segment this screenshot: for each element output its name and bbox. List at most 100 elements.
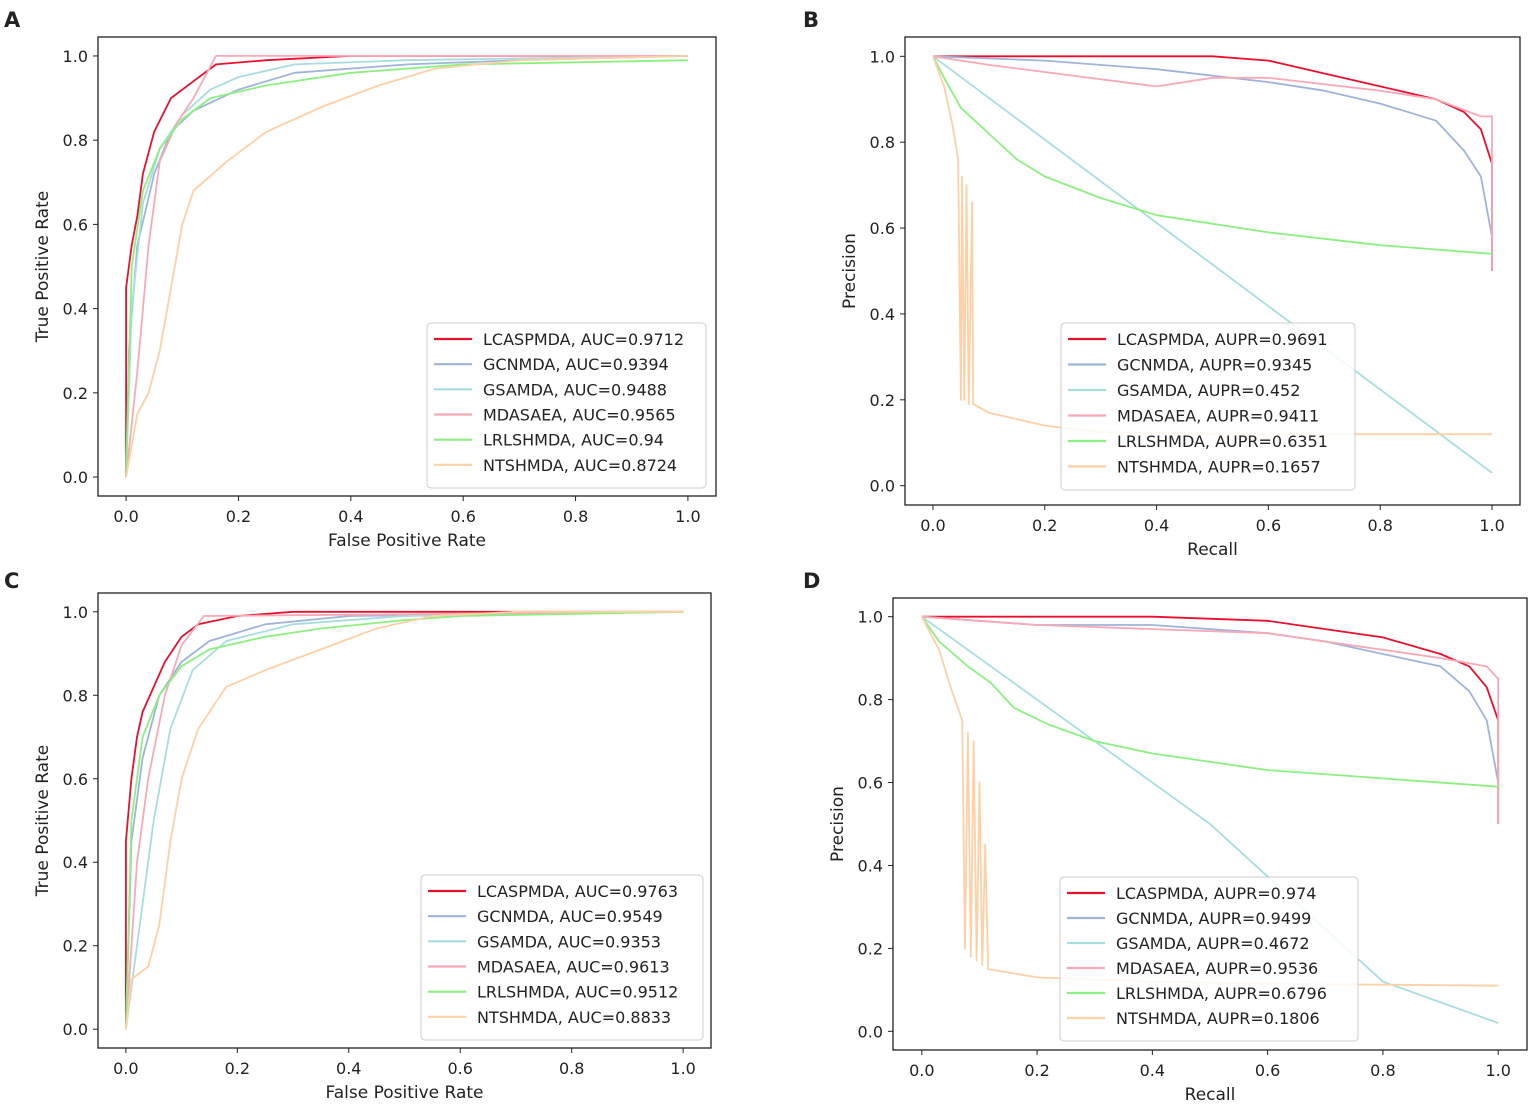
legend-entry-lrlshmda: LRLSHMDA, AUC=0.9512: [477, 983, 678, 1002]
panel-label: D: [803, 569, 820, 593]
x-tick-label: 0.8: [563, 507, 588, 526]
legend-box: [420, 874, 704, 1041]
legend-entry-gsamda: GSAMDA, AUPR=0.452: [1117, 381, 1300, 400]
x-axis-label: False Positive Rate: [326, 1083, 484, 1103]
panel-c: C 0.0 0.2 0.4 0.6 0.8 1.0 0.0 0.2 0.4 0.6 0.8 1.0 Fal…: [4, 569, 712, 1103]
y-axis-label: True Positive Rate: [33, 191, 53, 343]
y-tick-label: 0.6: [870, 219, 895, 238]
y-axis-label: Precision: [828, 786, 848, 862]
legend-entry-lcaspmda: LCASPMDA, AUC=0.9763: [477, 882, 678, 901]
legend-entry-ntshmda: NTSHMDA, AUPR=0.1657: [1117, 458, 1321, 477]
series-line-ntshmda: [125, 55, 688, 478]
series-line-lcaspmda: [125, 55, 688, 478]
legend-entry-mdasaea: MDASAEA, AUC=0.9565: [483, 406, 676, 425]
legend-box: [426, 322, 707, 489]
y-tick-label: 0.8: [63, 686, 88, 705]
legend: LCASPMDA, AUC=0.9712 GCNMDA, AUC=0.9394 GS…: [426, 322, 707, 489]
series-line-gcnmda: [932, 55, 1493, 237]
legend-entry-gsamda: GSAMDA, AUPR=0.4672: [1116, 934, 1310, 953]
series-line-lcaspmda: [933, 55, 1493, 271]
x-tick-label: 0.0: [909, 1061, 934, 1080]
y-tick-label: 0.0: [858, 1022, 883, 1041]
y-tick-label: 0.8: [858, 691, 883, 710]
y-tick-label: 0.8: [870, 133, 895, 152]
x-tick-label: 0.4: [1140, 1061, 1165, 1080]
x-tick-label: 0.0: [920, 516, 945, 535]
y-tick-label: 0.8: [63, 131, 88, 150]
y-axis-label: True Positive Rate: [33, 745, 53, 897]
legend-entry-lrlshmda: LRLSHMDA, AUC=0.94: [483, 431, 664, 450]
y-tick-label: 0.4: [63, 300, 88, 319]
x-tick-label: 1.0: [670, 1059, 695, 1078]
legend-entry-lrlshmda: LRLSHMDA, AUPR=0.6796: [1116, 984, 1327, 1003]
panel-b: B 0.0 0.2 0.4 0.6 0.8 1.0 0.0 0.2 0.4 0.6 0.8 1.0 Rec…: [803, 8, 1521, 560]
legend-entry-mdasaea: MDASAEA, AUPR=0.9411: [1117, 407, 1319, 426]
legend-box: [1060, 322, 1356, 491]
panel-label: A: [4, 8, 21, 32]
y-axis-label: Precision: [840, 233, 860, 309]
legend-entry-lcaspmda: LCASPMDA, AUC=0.9712: [483, 330, 684, 349]
y-tick-label: 0.6: [63, 215, 88, 234]
legend-entry-gcnmda: GCNMDA, AUPR=0.9499: [1116, 909, 1311, 928]
series-line-mdasaea: [932, 55, 1493, 271]
y-tick-label: 1.0: [63, 47, 88, 66]
series-line-gcnmda: [921, 615, 1500, 783]
axes-frame: [904, 36, 1521, 506]
y-tick-label: 0.0: [63, 1020, 88, 1039]
series-line-gsamda: [125, 610, 684, 1030]
axes-frame: [97, 36, 717, 497]
y-tick-label: 0.4: [870, 305, 895, 324]
series-line-gcnmda: [125, 610, 684, 1030]
x-axis-label: Recall: [1187, 540, 1238, 560]
x-tick-label: 0.4: [338, 507, 363, 526]
panel-a: A 0.0 0.2 0.4 0.6 0.8 1.0 0.0 0.2 0.4 0.6 0.8 1.0 Fal…: [4, 8, 717, 551]
panel-label: B: [803, 8, 819, 32]
legend-entry-mdasaea: MDASAEA, AUC=0.9613: [477, 958, 670, 977]
x-tick-label: 0.2: [225, 1059, 250, 1078]
panel-label: C: [4, 569, 19, 593]
y-tick-label: 0.2: [858, 939, 883, 958]
legend-entry-gsamda: GSAMDA, AUC=0.9353: [477, 932, 661, 951]
x-tick-label: 0.2: [226, 507, 251, 526]
legend: LCASPMDA, AUPR=0.9691 GCNMDA, AUPR=0.9345…: [1060, 322, 1356, 491]
x-tick-label: 0.6: [448, 1059, 473, 1078]
y-tick-label: 0.2: [870, 391, 895, 410]
series-line-lcaspmda: [921, 615, 1500, 824]
legend-entry-ntshmda: NTSHMDA, AUC=0.8833: [477, 1008, 671, 1027]
series-line-ntshmda: [125, 610, 684, 1030]
legend-entry-gsamda: GSAMDA, AUC=0.9488: [483, 380, 667, 399]
legend: LCASPMDA, AUC=0.9763 GCNMDA, AUC=0.9549 GS…: [420, 874, 704, 1041]
x-tick-label: 1.0: [1485, 1061, 1510, 1080]
x-tick-label: 0.4: [336, 1059, 361, 1078]
x-tick-label: 0.6: [1255, 1061, 1280, 1080]
series-line-lrlshmda: [932, 55, 1493, 255]
y-tick-label: 0.6: [858, 774, 883, 793]
legend-entry-lrlshmda: LRLSHMDA, AUPR=0.6351: [1117, 432, 1328, 451]
axes-frame: [97, 592, 712, 1049]
x-tick-label: 0.6: [450, 507, 475, 526]
legend-box: [1059, 876, 1359, 1042]
panel-d: D 0.0 0.2 0.4 0.6 0.8 1.0 0.0 0.2 0.4 0.6 0.8 1.0 Rec…: [803, 569, 1528, 1105]
y-tick-label: 0.0: [870, 477, 895, 496]
axes-frame: [892, 597, 1528, 1051]
y-tick-label: 0.6: [63, 770, 88, 789]
series-line-lrlshmda: [921, 616, 1499, 788]
x-tick-label: 0.0: [113, 507, 138, 526]
x-tick-label: 0.6: [1256, 516, 1281, 535]
x-tick-label: 0.4: [1144, 516, 1169, 535]
series-line-gsamda: [125, 55, 688, 478]
x-tick-label: 0.2: [1032, 516, 1057, 535]
y-tick-label: 1.0: [858, 608, 883, 627]
y-tick-label: 1.0: [870, 47, 895, 66]
legend-entry-gcnmda: GCNMDA, AUC=0.9549: [477, 907, 663, 926]
legend-entry-gcnmda: GCNMDA, AUPR=0.9345: [1117, 356, 1312, 375]
x-tick-label: 0.8: [559, 1059, 584, 1078]
legend-entry-mdasaea: MDASAEA, AUPR=0.9536: [1116, 959, 1318, 978]
x-tick-label: 1.0: [675, 507, 700, 526]
legend-entry-ntshmda: NTSHMDA, AUPR=0.1806: [1116, 1009, 1320, 1028]
legend-entry-lcaspmda: LCASPMDA, AUPR=0.9691: [1117, 330, 1328, 349]
legend-entry-gcnmda: GCNMDA, AUC=0.9394: [483, 355, 669, 374]
x-tick-label: 1.0: [1479, 516, 1504, 535]
legend-entry-ntshmda: NTSHMDA, AUC=0.8724: [483, 456, 677, 475]
